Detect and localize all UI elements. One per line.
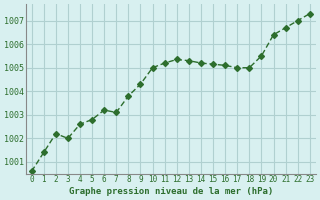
X-axis label: Graphe pression niveau de la mer (hPa): Graphe pression niveau de la mer (hPa) [68,187,273,196]
